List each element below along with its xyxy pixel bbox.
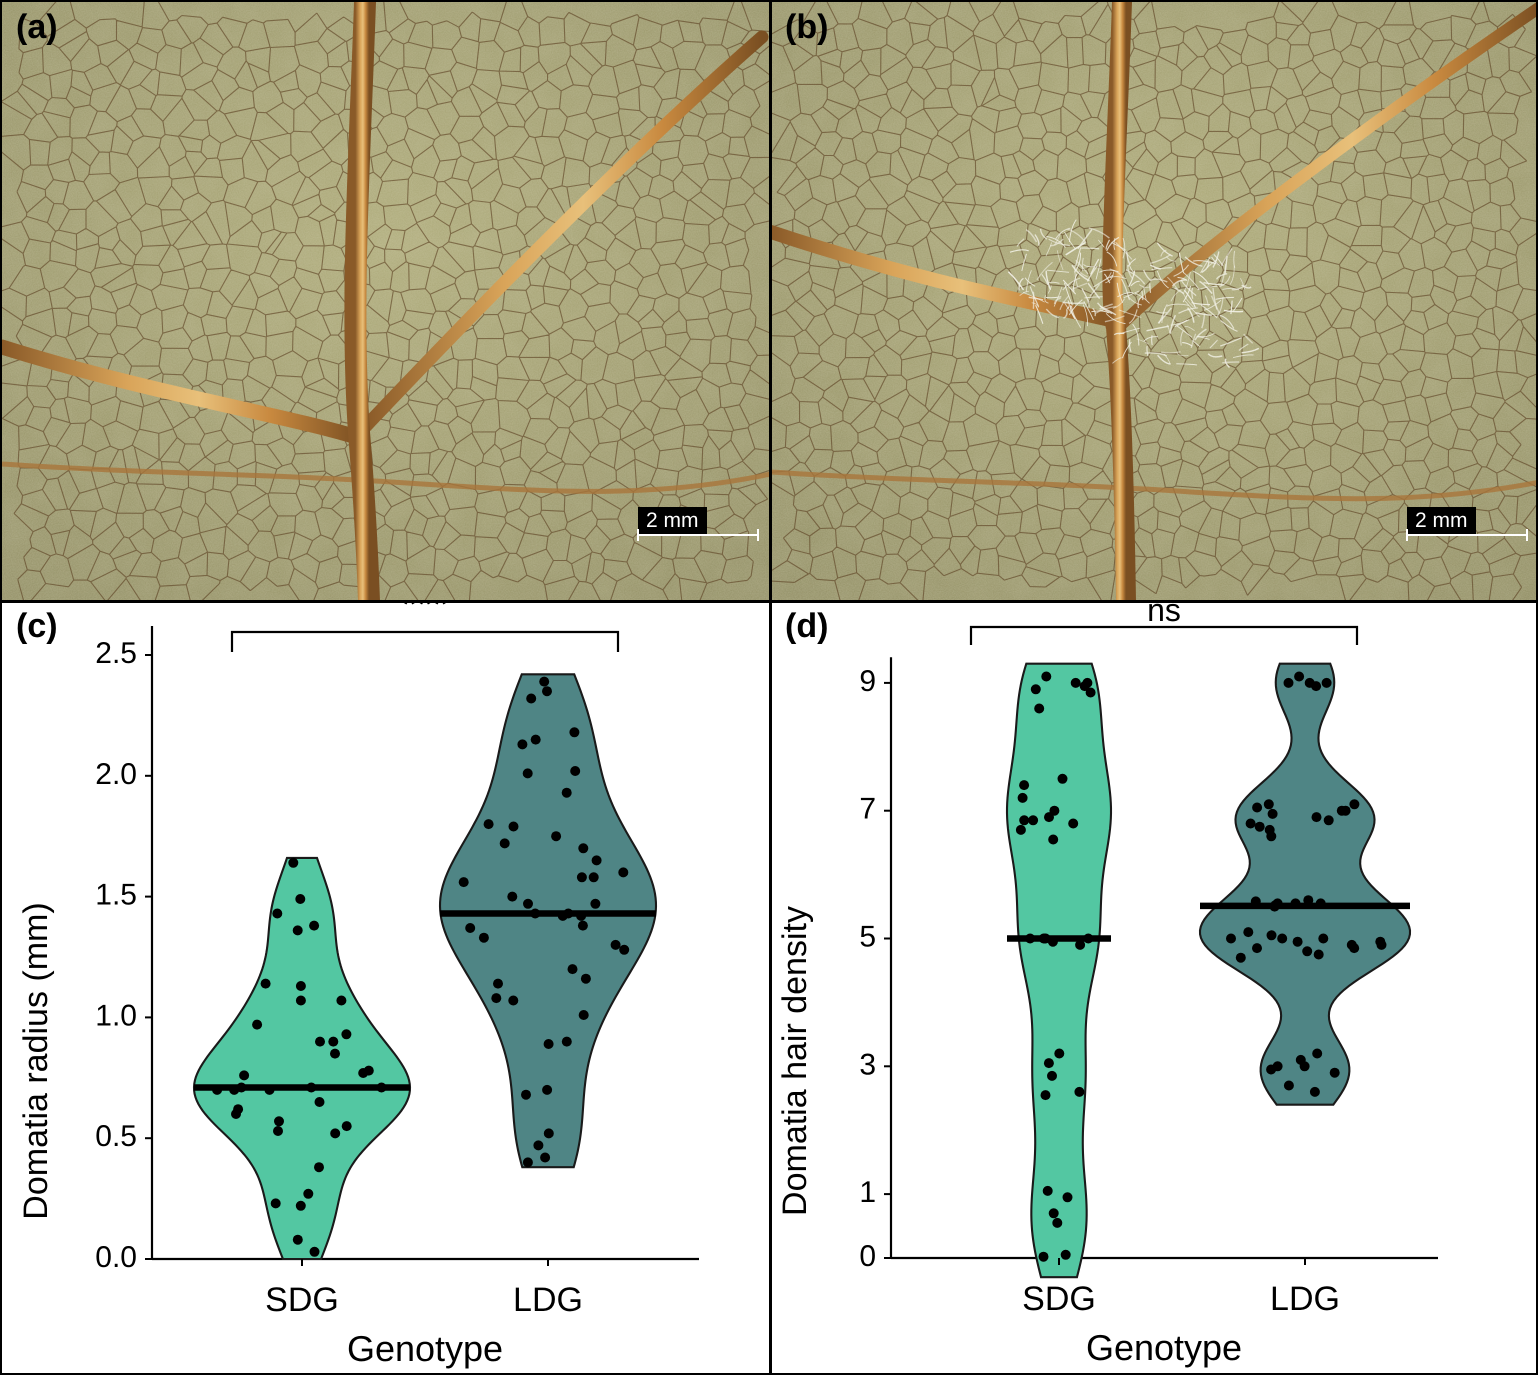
svg-text:0.0: 0.0 [95, 1241, 137, 1274]
svg-text:ns: ns [1147, 601, 1181, 628]
svg-text:3: 3 [859, 1048, 876, 1081]
svg-text:1.0: 1.0 [95, 999, 137, 1032]
svg-text:LDG: LDG [1270, 1280, 1340, 1318]
svg-text:9: 9 [859, 665, 876, 698]
svg-text:SDG: SDG [1022, 1280, 1096, 1318]
svg-text:5: 5 [859, 921, 876, 954]
svg-text:1.5: 1.5 [95, 879, 137, 912]
svg-text:7: 7 [859, 793, 876, 826]
svg-text:SDG: SDG [265, 1281, 339, 1319]
svg-text:Genotype: Genotype [347, 1328, 503, 1369]
svg-text:Domatia radius (mm): Domatia radius (mm) [17, 902, 55, 1219]
svg-text:2.5: 2.5 [95, 637, 137, 670]
svg-text:Domatia hair density: Domatia hair density [776, 906, 814, 1216]
svg-text:0.5: 0.5 [95, 1120, 137, 1153]
svg-text:***: *** [402, 601, 449, 627]
svg-text:2.0: 2.0 [95, 758, 137, 791]
svg-text:1: 1 [859, 1176, 876, 1209]
svg-text:Genotype: Genotype [1086, 1327, 1242, 1368]
svg-text:0: 0 [859, 1240, 876, 1273]
svg-text:LDG: LDG [513, 1281, 583, 1319]
